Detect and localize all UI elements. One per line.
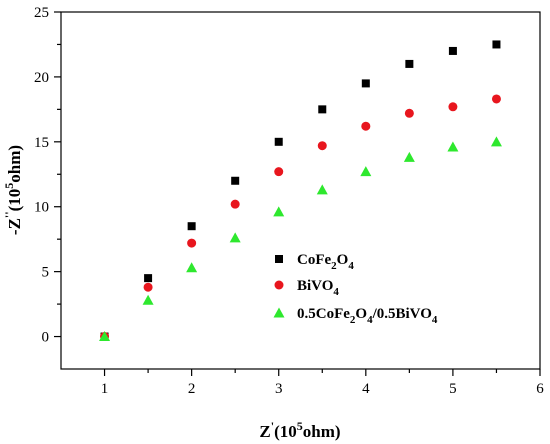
triangle-data-point: [490, 136, 502, 147]
data-points: [99, 40, 502, 342]
x-tick-label: 1: [101, 381, 109, 397]
square-data-point: [274, 137, 283, 146]
square-data-point: [318, 105, 327, 114]
x-tick-label: 6: [536, 381, 544, 397]
legend-entry-label: BiVO4: [297, 278, 339, 298]
triangle-data-point: [186, 262, 198, 273]
legend: CoFe2O4 BiVO4 0.5CoFe2O4/0.5BiVO4: [273, 252, 438, 326]
legend-circle-marker: [274, 280, 284, 290]
triangle-data-point: [99, 331, 111, 342]
circle-data-point: [187, 238, 197, 248]
triangle-data-point: [229, 232, 241, 243]
circle-data-point: [491, 94, 501, 104]
x-axis-title: Z'(105ohm): [259, 419, 340, 441]
square-data-point: [231, 176, 240, 185]
y-tick-label: 20: [34, 70, 49, 86]
y-tick-label: 15: [34, 135, 49, 151]
x-axis-ticks: 1 2 3 4 5 6: [101, 369, 544, 397]
x-tick-label: 3: [275, 381, 283, 397]
triangle-data-point: [360, 166, 372, 177]
circle-data-point: [230, 199, 240, 209]
square-data-point: [187, 222, 196, 231]
y-tick-label: 25: [34, 5, 49, 21]
legend-entry-label: CoFe2O4: [297, 252, 354, 272]
x-tick-label: 4: [362, 381, 370, 397]
square-data-point: [448, 46, 457, 55]
square-data-point: [144, 274, 153, 283]
triangle-data-point: [316, 184, 328, 195]
y-axis-ticks: 0 5 10 15 20 25: [34, 5, 61, 346]
y-tick-label: 0: [42, 330, 50, 346]
circle-data-point: [274, 167, 284, 177]
legend-entry-label: 0.5CoFe2O4/0.5BiVO4: [297, 306, 438, 326]
square-data-point: [492, 40, 501, 49]
triangle-data-point: [273, 206, 285, 217]
plot-frame: [60, 11, 541, 370]
circle-data-point: [143, 282, 153, 292]
triangle-data-point: [403, 151, 415, 162]
y-axis-title: -Z''(105ohm): [2, 145, 24, 235]
circle-data-point: [448, 102, 458, 112]
circle-data-point: [361, 121, 371, 131]
y-tick-label: 10: [34, 200, 49, 216]
y-tick-label: 5: [42, 265, 50, 281]
circle-data-point: [404, 108, 414, 118]
triangle-data-point: [142, 294, 154, 305]
square-data-point: [361, 79, 370, 88]
x-tick-label: 2: [188, 381, 196, 397]
square-data-point: [405, 59, 414, 68]
circle-data-point: [317, 141, 327, 151]
legend-triangle-marker: [273, 307, 285, 318]
x-tick-label: 5: [449, 381, 457, 397]
triangle-data-point: [447, 141, 459, 152]
legend-square-marker: [275, 255, 283, 263]
